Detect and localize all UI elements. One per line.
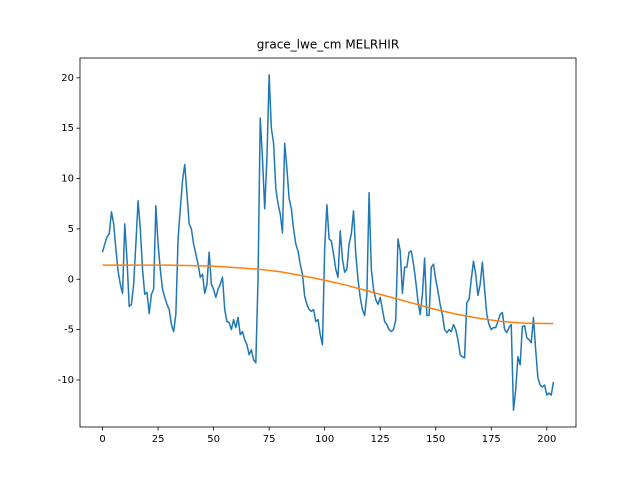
x-tick-label: 125 [371,434,390,445]
y-tick-label: 0 [68,274,74,285]
x-tick-label: 150 [426,434,445,445]
y-tick-label: 15 [61,123,74,134]
x-tick-label: 50 [207,434,220,445]
data-line [102,264,554,325]
y-tick-label: 5 [68,224,74,235]
y-tick-label: -5 [64,325,74,336]
x-tick-label: 175 [482,434,501,445]
data-line [101,74,555,411]
chart-title: grace_lwe_cm MELRHIR [257,38,399,52]
x-tick-label: 100 [315,434,334,445]
x-tick-label: 75 [263,434,276,445]
y-tick-label: -10 [58,375,74,386]
y-tick-label: 10 [61,174,74,185]
x-tick-label: 0 [99,434,105,445]
y-tick-label: 20 [61,73,74,84]
x-tick-label: 200 [537,434,556,445]
x-tick-label: 25 [152,434,165,445]
plot-frame [79,57,577,428]
